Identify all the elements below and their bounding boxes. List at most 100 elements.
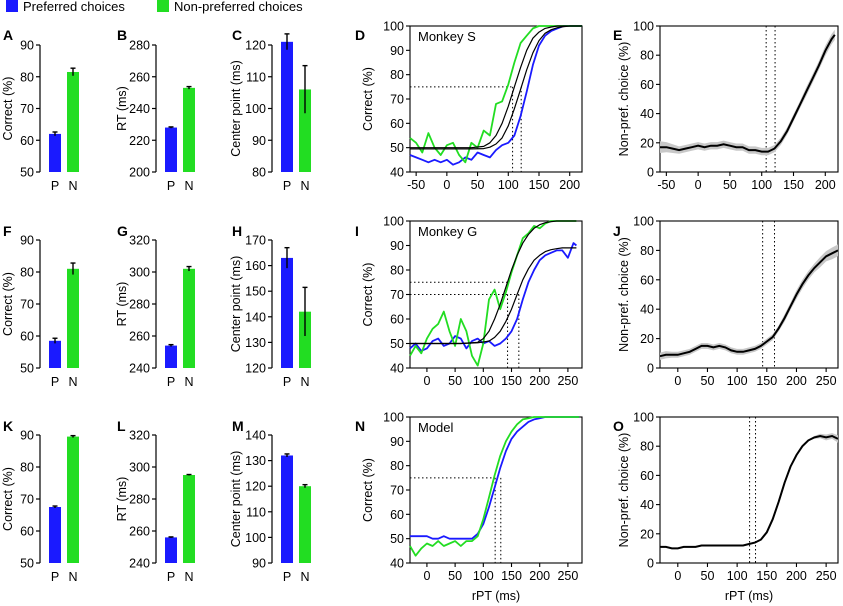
panel-i-y-tick-label: 60 bbox=[390, 313, 404, 327]
panel-e-y-axis-label: Non-pref. choice (%) bbox=[617, 42, 631, 157]
panel-b-y-tick-label: 280 bbox=[129, 39, 150, 53]
panel-o-label: O bbox=[613, 418, 624, 434]
panel-m-category-label: P bbox=[283, 570, 291, 584]
panel-d-series-non-preferred-choices bbox=[409, 25, 582, 164]
panel-g-y-tick-label: 240 bbox=[129, 362, 150, 376]
panel-n-y-tick-label: 70 bbox=[390, 484, 404, 498]
panel-k-bar-n bbox=[67, 436, 79, 563]
panel-e-y-tick-label: 100 bbox=[633, 20, 654, 34]
panel-e-x-tick-label: 150 bbox=[783, 178, 804, 192]
panel-k-y-tick-label: 90 bbox=[20, 429, 34, 443]
panel-i-x-tick-label: 50 bbox=[448, 374, 462, 388]
panel-m-y-tick-label: 120 bbox=[245, 480, 266, 494]
panel-d-title: Monkey S bbox=[418, 29, 476, 44]
panel-e-x-tick-label: 50 bbox=[723, 178, 737, 192]
panel-d-x-tick-label: 50 bbox=[471, 178, 485, 192]
panel-j-y-axis-label: Non-pref. choice (%) bbox=[617, 237, 631, 352]
panel-c-y-axis-label: Center point (ms) bbox=[229, 60, 243, 157]
panel-o-y-tick-label: 60 bbox=[640, 469, 654, 483]
panel-d-y-axis-label: Correct (%) bbox=[361, 67, 375, 131]
panel-n-x-tick-label: 200 bbox=[529, 569, 550, 583]
panel-n-y-tick-label: 100 bbox=[383, 411, 404, 425]
panel-g-y-tick-label: 320 bbox=[129, 234, 150, 248]
panel-d-y-tick-label: 90 bbox=[390, 44, 404, 58]
panel-g-bar-n bbox=[183, 268, 195, 368]
panel-c-y-tick-label: 90 bbox=[252, 134, 266, 148]
panel-n-x-tick-label: 150 bbox=[501, 569, 522, 583]
panel-d-series-fit-non-preferred bbox=[410, 25, 582, 149]
panel-j-y-tick-label: 20 bbox=[640, 332, 654, 346]
panel-f-category-label: N bbox=[68, 375, 77, 389]
legend-preferred-swatch bbox=[6, 0, 18, 12]
panel-f-y-tick-label: 80 bbox=[20, 266, 34, 280]
panel-e-sem-band bbox=[660, 29, 835, 156]
panel-o-sem-band bbox=[660, 433, 838, 550]
panel-e-x-tick-label: 200 bbox=[815, 178, 836, 192]
panel-a-y-tick-label: 50 bbox=[20, 166, 34, 180]
panel-a-y-tick-label: 60 bbox=[20, 134, 34, 148]
panel-o-y-axis-label: Non-pref. choice (%) bbox=[617, 433, 631, 548]
panel-m-y-tick-label: 130 bbox=[245, 454, 266, 468]
panel-f-y-tick-label: 90 bbox=[20, 234, 34, 248]
panel-b-label: B bbox=[117, 27, 127, 43]
panel-i-series-fit-non-preferred bbox=[410, 220, 577, 345]
panel-i-x-tick-label: 150 bbox=[501, 374, 522, 388]
panel-f: F 50 60 70 80 90 Correct (%) P N bbox=[1, 223, 79, 389]
panel-k-category-label: N bbox=[68, 570, 77, 584]
panel-l-y-tick-label: 260 bbox=[129, 525, 150, 539]
panel-n-series-non-preferred-choices bbox=[409, 416, 580, 557]
panel-n-x-tick-label: 50 bbox=[448, 569, 462, 583]
panel-l: L 240 260 280 300 320 RT (ms) P N bbox=[115, 418, 195, 584]
legend: Preferred choices Non-preferred choices bbox=[6, 0, 303, 14]
panel-j-x-tick-label: 250 bbox=[816, 374, 837, 388]
panel-b-bar-n bbox=[183, 87, 195, 172]
panel-c-label: C bbox=[232, 27, 242, 43]
panel-e-y-tick-label: 20 bbox=[640, 136, 654, 150]
panel-d-y-tick-label: 70 bbox=[390, 93, 404, 107]
panel-d-x-tick-label: -50 bbox=[407, 178, 425, 192]
panel-n-y-axis-label: Correct (%) bbox=[361, 458, 375, 522]
panel-e-y-tick-label: 60 bbox=[640, 78, 654, 92]
panel-o-x-tick-label: 250 bbox=[816, 569, 837, 583]
panel-j-x-tick-label: 0 bbox=[674, 374, 681, 388]
panel-h-bar-n bbox=[299, 311, 311, 368]
panel-j-y-tick-label: 0 bbox=[647, 362, 654, 376]
panel-g-category-label: N bbox=[184, 375, 193, 389]
panel-i-y-tick-label: 90 bbox=[390, 239, 404, 253]
panel-d-y-tick-label: 40 bbox=[390, 166, 404, 180]
panel-f-bar-n bbox=[67, 268, 79, 368]
panel-l-category-label: P bbox=[167, 570, 175, 584]
panel-o-x-tick-label: 50 bbox=[701, 569, 715, 583]
panel-n-label: N bbox=[355, 418, 365, 434]
panel-b-y-tick-label: 240 bbox=[129, 102, 150, 116]
panel-k-y-tick-label: 60 bbox=[20, 525, 34, 539]
panel-k-category-label: P bbox=[51, 570, 59, 584]
panel-h-y-tick-label: 160 bbox=[245, 259, 266, 273]
legend-nonpreferred-swatch bbox=[157, 0, 169, 12]
panel-g-y-tick-label: 260 bbox=[129, 330, 150, 344]
panel-l-y-tick-label: 240 bbox=[129, 557, 150, 571]
panel-a-category-label: N bbox=[68, 179, 77, 193]
panel-k-bar-p bbox=[49, 507, 61, 563]
panel-a-bar-p bbox=[49, 133, 61, 172]
panel-k: K 50 60 70 80 90 Correct (%) P N bbox=[1, 418, 79, 584]
panel-d-y-tick-label: 50 bbox=[390, 141, 404, 155]
panel-c-y-tick-label: 120 bbox=[245, 39, 266, 53]
panel-l-y-tick-label: 320 bbox=[129, 429, 150, 443]
panel-m-y-tick-label: 100 bbox=[245, 531, 266, 545]
panel-j-label: J bbox=[613, 223, 621, 239]
panel-h-label: H bbox=[232, 223, 242, 239]
panel-d-x-tick-label: 0 bbox=[443, 178, 450, 192]
panel-o-y-tick-label: 80 bbox=[640, 440, 654, 454]
panel-j-sem-band bbox=[660, 244, 838, 360]
panel-d: D 40 50 60 70 80 90 100 -50 0 50 100 150 200 Correct (… bbox=[355, 20, 583, 192]
panel-j-frame bbox=[659, 220, 839, 369]
panel-g-category-label: P bbox=[167, 375, 175, 389]
panel-l-category-label: N bbox=[184, 570, 193, 584]
panel-b-y-tick-label: 200 bbox=[129, 166, 150, 180]
